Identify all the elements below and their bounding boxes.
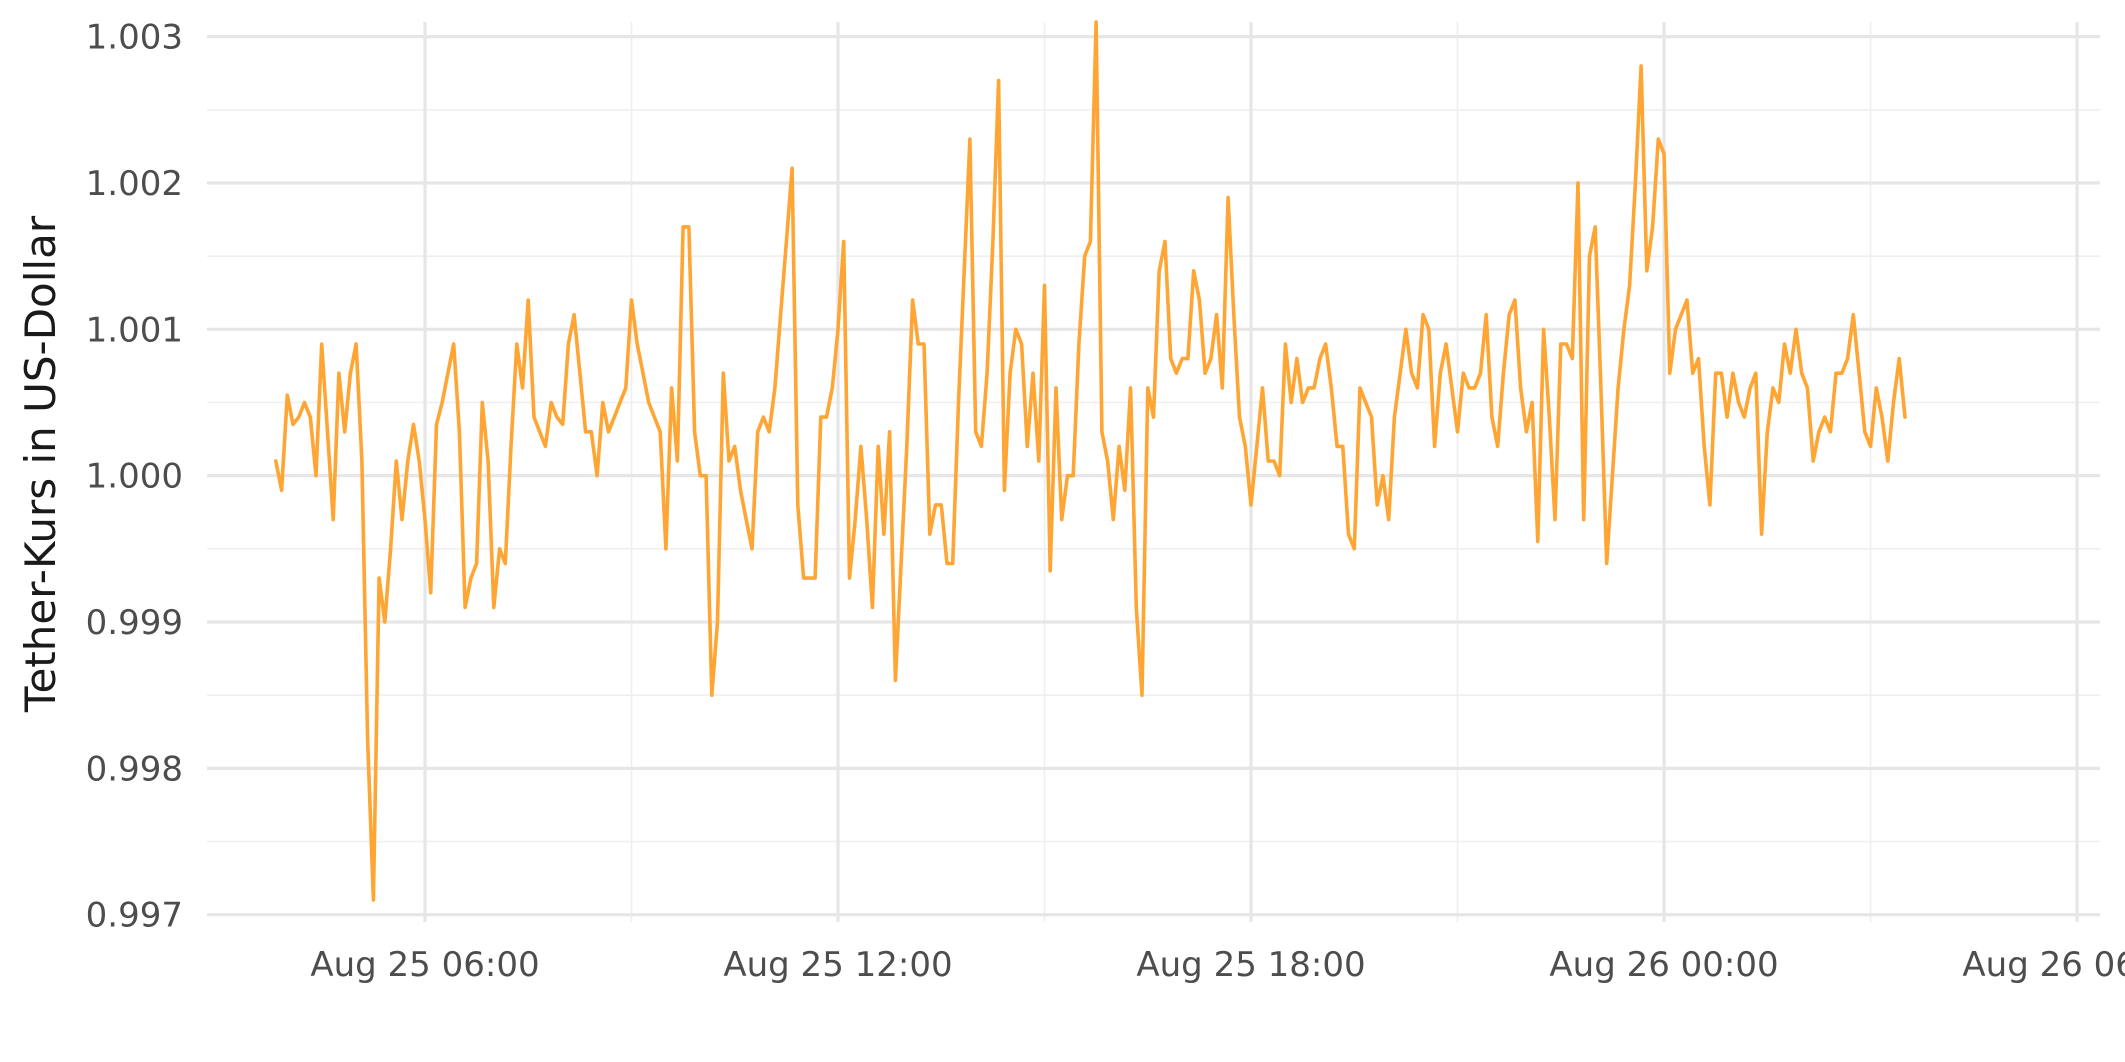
x-tick-label: Aug 25 18:00 xyxy=(1136,945,1365,985)
y-axis-title: Tether-Kurs in US-Dollar xyxy=(16,215,65,713)
y-tick-label: 1.003 xyxy=(86,18,183,58)
y-tick-label: 1.001 xyxy=(86,310,183,350)
x-tick-label: Aug 25 12:00 xyxy=(723,945,952,985)
y-tick-label: 0.997 xyxy=(86,896,183,936)
major-gridlines xyxy=(207,22,2100,922)
y-tick-label: 0.999 xyxy=(86,603,183,643)
y-axis-tick-labels: 0.997 0.998 0.999 1.000 1.001 1.002 1.003 xyxy=(86,18,183,936)
minor-gridlines xyxy=(207,22,2100,922)
x-axis-tick-labels: Aug 25 06:00 Aug 25 12:00 Aug 25 18:00 Aug … xyxy=(310,945,2125,985)
tether-price-line xyxy=(274,20,1907,902)
x-tick-label: Aug 26 06:00 xyxy=(1962,945,2125,985)
y-tick-label: 1.000 xyxy=(86,457,183,497)
x-tick-label: Aug 26 00:00 xyxy=(1549,945,1778,985)
x-tick-label: Aug 25 06:00 xyxy=(310,945,539,985)
y-tick-label: 1.002 xyxy=(86,164,183,204)
y-tick-label: 0.998 xyxy=(86,749,183,789)
